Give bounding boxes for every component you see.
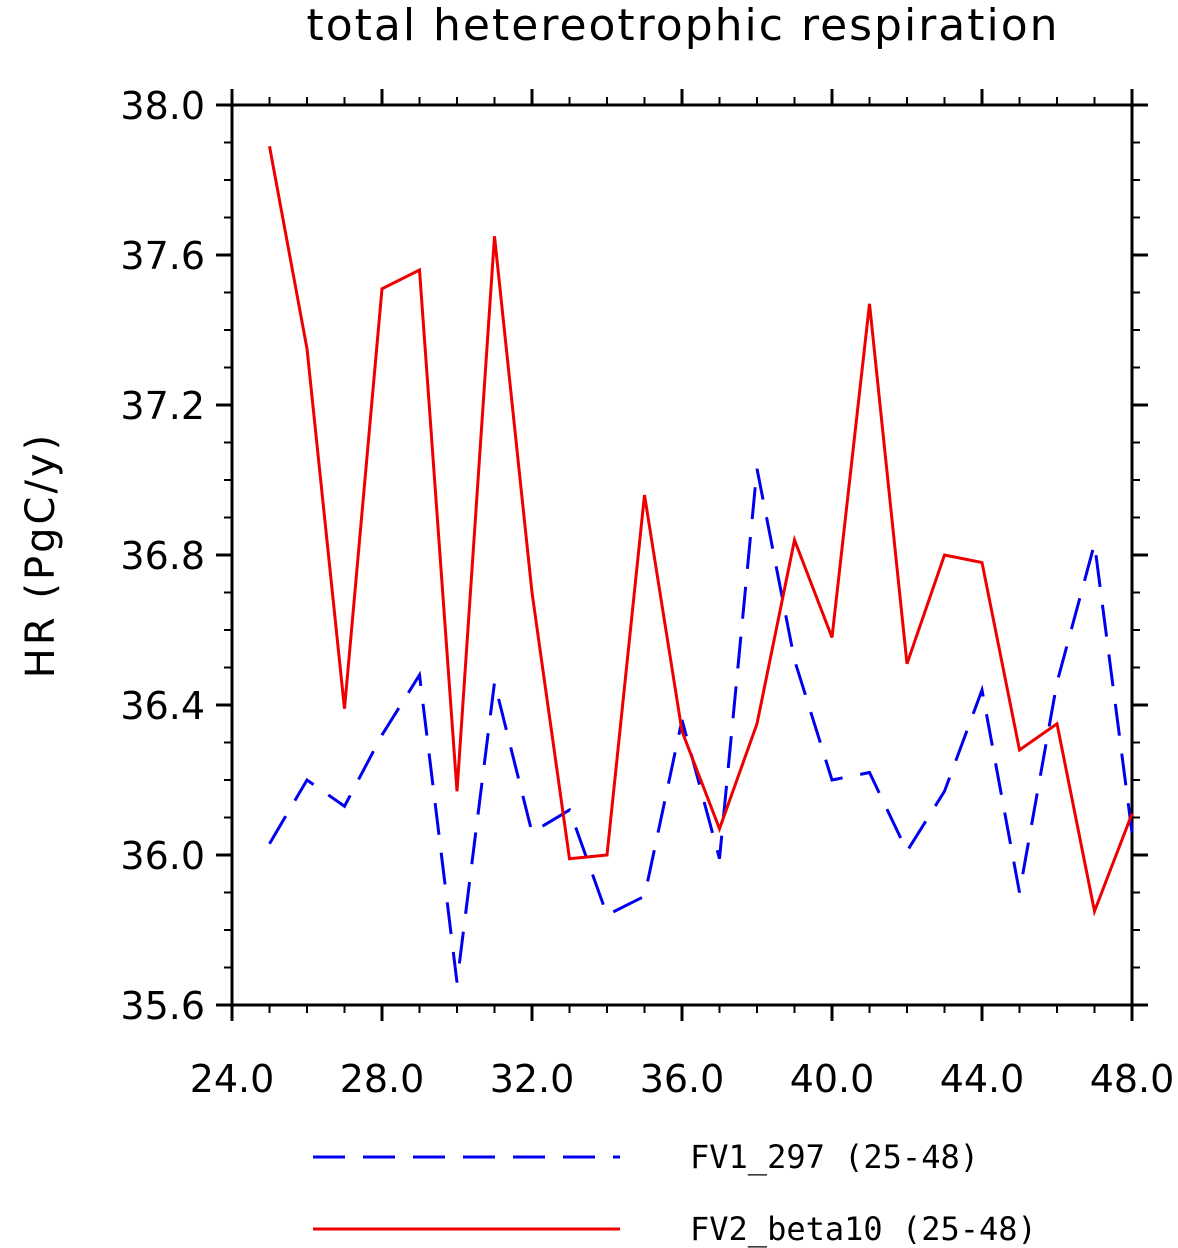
x-tick-label: 44.0 <box>940 1057 1025 1101</box>
legend-label-1: FV1_297 (25-48) <box>690 1138 979 1176</box>
x-tick-label: 48.0 <box>1090 1057 1175 1101</box>
y-tick-label: 38.0 <box>120 84 205 128</box>
x-tick-label: 24.0 <box>190 1057 275 1101</box>
y-tick-label: 37.2 <box>120 384 205 428</box>
tick-marks <box>216 89 1148 1021</box>
y-tick-label: 36.8 <box>120 534 205 578</box>
x-tick-label: 32.0 <box>490 1057 575 1101</box>
series-line-1 <box>268 468 1134 983</box>
series-lines <box>268 145 1134 983</box>
chart-title: total hetereotrophic respiration <box>306 0 1059 51</box>
series-line-2 <box>268 145 1134 917</box>
legend: FV1_297 (25-48) FV2_beta10 (25-48) <box>313 1138 1037 1248</box>
x-tick-label: 36.0 <box>640 1057 725 1101</box>
x-tick-label: 40.0 <box>790 1057 875 1101</box>
x-tick-label: 28.0 <box>340 1057 425 1101</box>
y-tick-label: 36.4 <box>120 684 205 728</box>
y-axis-label: HR (PgC/y) <box>18 432 64 678</box>
y-tick-label: 37.6 <box>120 234 205 278</box>
tick-labels: 24.0 28.0 32.0 36.0 40.0 44.0 48.0 35.6 36.0 36.4… <box>120 84 1174 1101</box>
y-tick-label: 36.0 <box>120 834 205 878</box>
y-tick-label: 35.6 <box>120 984 205 1028</box>
plot-frame <box>230 103 1134 1007</box>
legend-label-2: FV2_beta10 (25-48) <box>690 1210 1037 1248</box>
